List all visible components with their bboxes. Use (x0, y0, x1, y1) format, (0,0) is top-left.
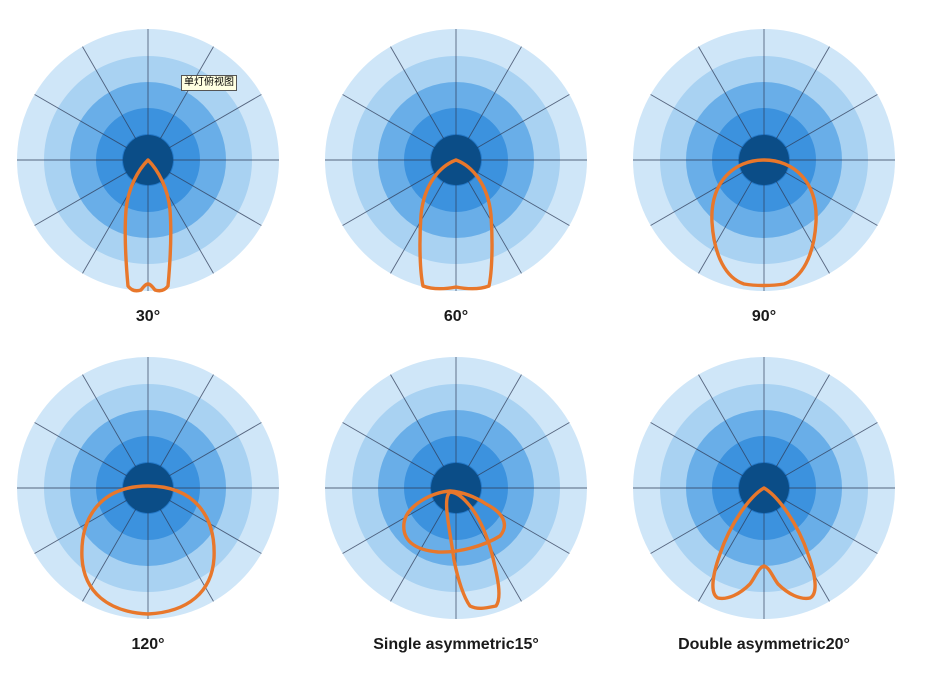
label-30: 30° (135, 308, 161, 325)
polar-diagram-dd20 (633, 357, 895, 619)
label-double-asymmetric-20: Double asymmetric20° (678, 636, 850, 653)
distribution-curve (710, 158, 818, 288)
label-single-asymmetric-15: Single asymmetric15° (373, 636, 539, 653)
polar-diagram-ds15 (325, 357, 587, 619)
distribution-curve (80, 484, 216, 616)
polar-diagram-d30 (17, 29, 279, 293)
center-disc (431, 463, 481, 513)
distribution-curve (123, 158, 173, 293)
polar-diagram-d90 (633, 29, 895, 291)
polar-diagram-d120 (17, 357, 279, 619)
tooltip: 单灯俯视图 (181, 75, 237, 91)
polar-diagram-d60 (325, 29, 587, 291)
distribution-curve (711, 486, 817, 601)
center-disc (123, 463, 173, 513)
label-60: 60° (443, 308, 469, 325)
label-90: 90° (751, 308, 777, 325)
distribution-curve (402, 489, 506, 610)
label-120: 120° (131, 636, 165, 653)
distribution-curve (418, 158, 494, 291)
